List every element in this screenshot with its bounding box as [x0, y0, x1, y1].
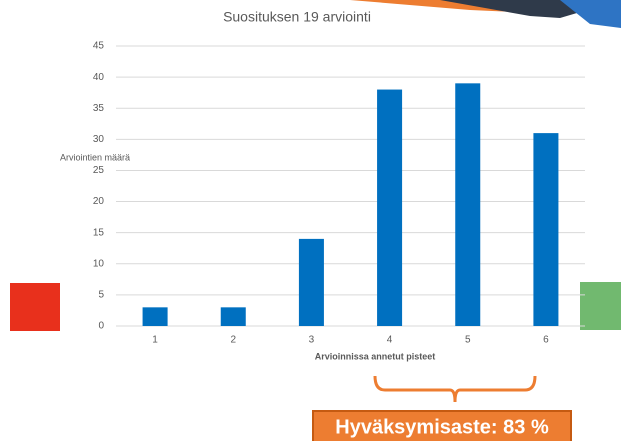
bar: [298, 238, 324, 326]
y-tick-label: 5: [98, 290, 104, 301]
y-axis-label: Arviointien määrä: [60, 152, 130, 162]
green-square: [580, 282, 621, 330]
y-tick-label: 15: [93, 227, 105, 238]
red-square: [10, 283, 60, 331]
x-tick-label: 3: [309, 335, 315, 346]
bracket: [373, 375, 537, 403]
bar: [220, 307, 246, 326]
y-tick-label: 40: [93, 72, 105, 83]
x-tick-label: 2: [230, 335, 236, 346]
y-tick-label: 35: [93, 103, 105, 114]
x-tick-label: 5: [465, 335, 471, 346]
x-tick-label: 4: [387, 335, 393, 346]
y-tick-label: 20: [93, 196, 105, 207]
decor-stripe-blue: [560, 0, 621, 28]
x-tick-label: 6: [543, 335, 549, 346]
y-tick-label: 30: [93, 134, 105, 145]
bar: [533, 133, 559, 326]
x-tick-label: 1: [152, 335, 158, 346]
y-tick-label: 25: [93, 165, 105, 176]
acceptance-text: Hyväksymisaste: 83 %: [335, 416, 549, 438]
y-tick-label: 45: [93, 41, 105, 52]
x-axis-label: Arvioinnissa annetut pisteet: [315, 351, 436, 361]
bar: [455, 83, 481, 326]
bar: [377, 89, 403, 326]
chart-title: Suosituksen 19 arviointi: [223, 9, 371, 25]
bar: [142, 307, 168, 326]
y-tick-label: 0: [98, 321, 104, 332]
acceptance-box: [312, 410, 572, 441]
y-tick-label: 10: [93, 258, 105, 269]
